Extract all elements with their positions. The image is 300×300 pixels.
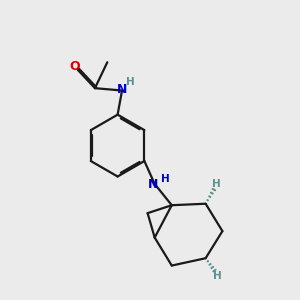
Text: O: O	[69, 61, 80, 74]
Text: H: H	[213, 271, 222, 281]
Text: H: H	[212, 179, 220, 189]
Text: H: H	[160, 174, 169, 184]
Text: N: N	[148, 178, 158, 190]
Text: N: N	[117, 82, 127, 95]
Text: H: H	[127, 77, 135, 87]
